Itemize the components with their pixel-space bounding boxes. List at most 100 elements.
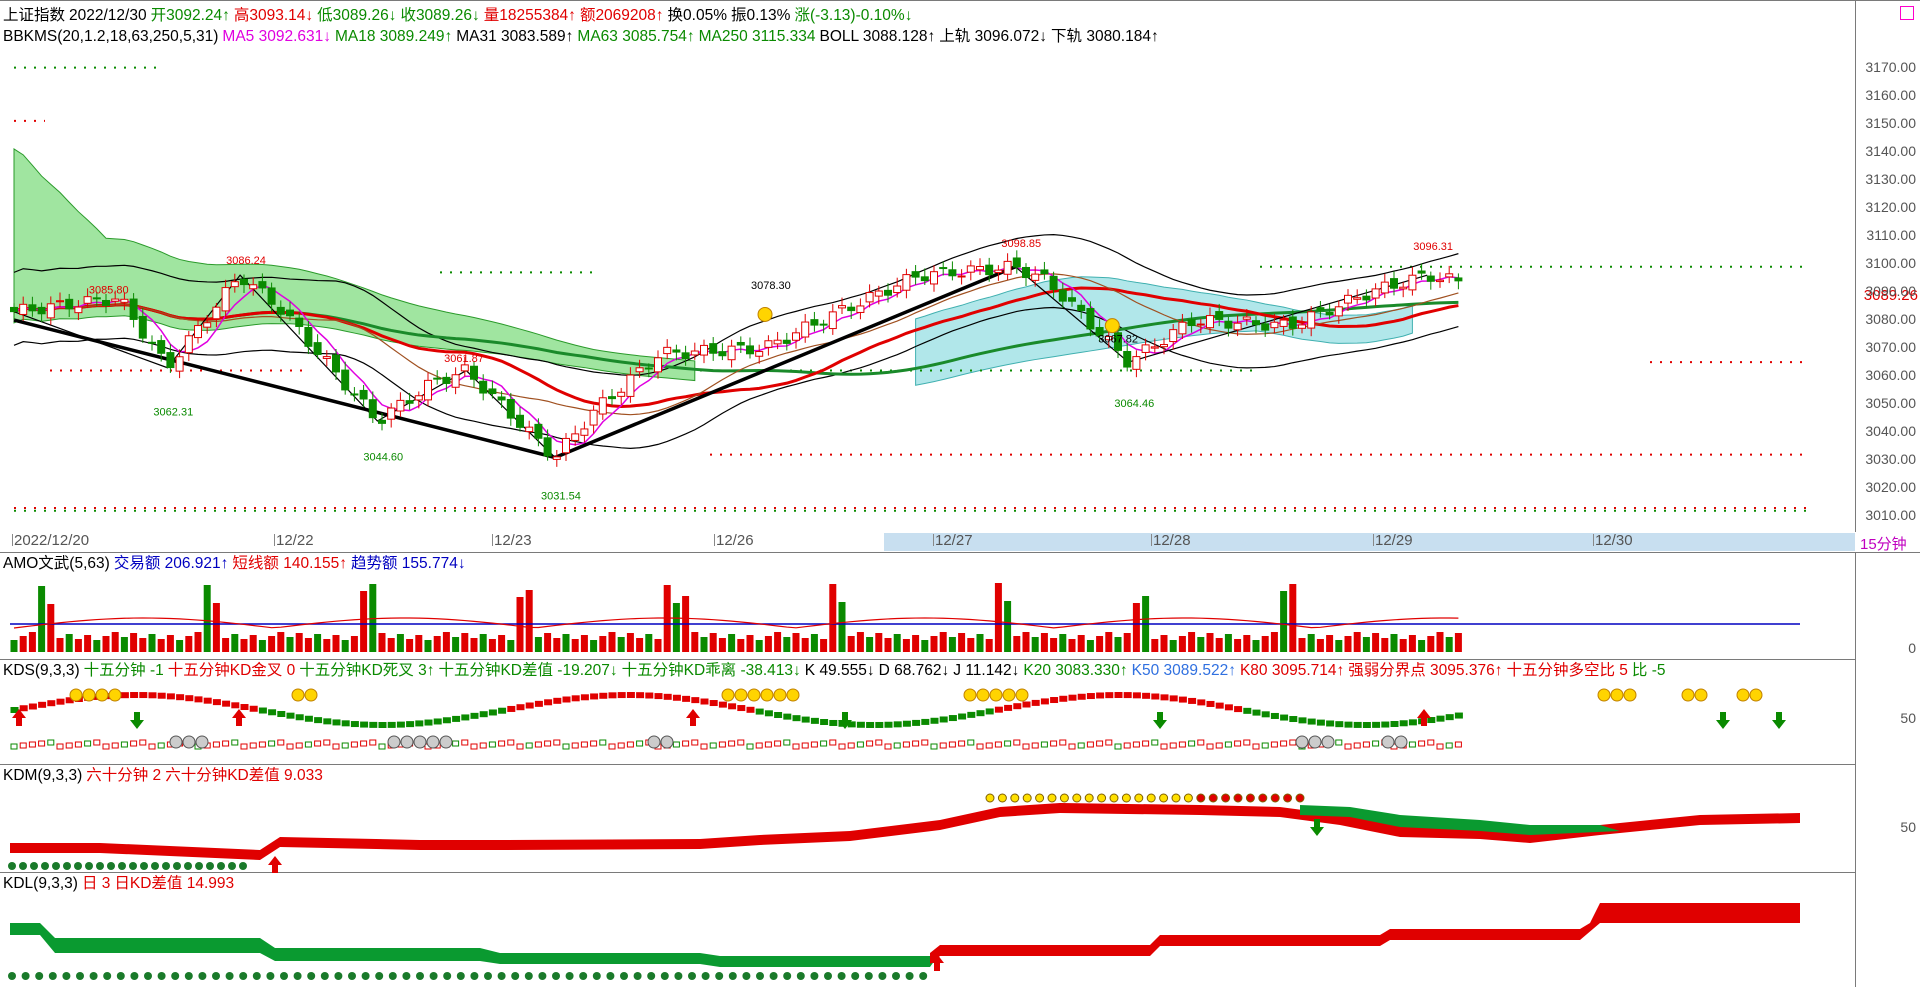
kds-band (470, 712, 479, 719)
price-annotation: 3067.82 (1098, 333, 1138, 345)
candle-body (1095, 327, 1104, 337)
candle-body (65, 298, 74, 310)
kdm-dot (1072, 793, 1082, 803)
candle-body (1233, 322, 1242, 331)
kds-band (212, 699, 221, 706)
kds-box (626, 741, 634, 748)
main-chart-pane[interactable]: 3085.80 3086.24 3062.31 3061.87 3044.60 3031.… (0, 0, 1855, 534)
amo-bar (1353, 632, 1361, 652)
kds-box (1353, 742, 1361, 749)
candle-body (718, 351, 727, 357)
kds-band (663, 693, 672, 700)
kds-box (1123, 742, 1131, 749)
amo-bar (590, 640, 598, 652)
kdm-dot (997, 793, 1007, 803)
kdm-dot (217, 862, 225, 870)
kdm-line: KDM(9,3,3) 六十分钟 2 六十分钟KD差值 9.033 (3, 766, 327, 786)
kds-box (268, 740, 276, 747)
candle-body (1049, 275, 1058, 291)
title-line-item: 低3089.26↓ (317, 7, 397, 24)
kds-pane[interactable]: KDS(9,3,3) 十五分钟 -1 十五分钟KD金叉 0 十五分钟KD死叉 3↑ 十五… (0, 660, 1855, 765)
kdl-dot (552, 972, 560, 980)
date-separator (1593, 534, 1594, 546)
kds-box (38, 740, 46, 747)
amo-pane[interactable]: AMO文武(5,63) 交易额 206.921↑ 短线额 140.155↑ 趋势额 1… (0, 552, 1855, 660)
amo-bar (1436, 632, 1444, 652)
price-annotation: 3086.24 (226, 255, 266, 267)
amo-bar (1408, 635, 1416, 652)
ma-line-item: BOLL 3088.128↑ (819, 28, 936, 45)
price-tick: 3010.00 (1865, 507, 1916, 524)
candle-body (525, 426, 534, 433)
kds-box (369, 739, 377, 746)
amo-bar (166, 635, 174, 652)
kds-band (1004, 704, 1013, 711)
kds-box (838, 743, 846, 750)
amo-bar (130, 633, 138, 652)
kds-box (728, 740, 736, 747)
amo-bar (1298, 638, 1306, 652)
period-label[interactable]: 15分钟 (1860, 536, 1907, 553)
amo-bar (985, 639, 993, 652)
ma-line: BBKMS(20,1.2,18,63,250,5,31) MA5 3092.631… (3, 27, 1163, 47)
amo-bar (1160, 635, 1168, 652)
candle-body (479, 380, 488, 394)
kdl-pane[interactable]: KDL(9,3,3) 日 3 日KD差值 14.993 (0, 873, 1855, 987)
date-separator (933, 534, 934, 546)
candle-body (1169, 329, 1178, 343)
kds-box (810, 741, 818, 748)
amo-bar (1188, 632, 1196, 652)
title-line-item: 2022/12/30 (69, 7, 147, 24)
amo-bar (1445, 637, 1453, 652)
kds-box (746, 743, 754, 750)
amo-bar (617, 637, 625, 652)
kds-box (1096, 740, 1104, 747)
kds-band (1031, 699, 1040, 706)
candle-body (911, 271, 920, 278)
kdl-dot (579, 972, 588, 980)
arrow-up-icon (930, 954, 944, 971)
smiley-icon (757, 306, 773, 322)
kds-band (948, 715, 957, 722)
price-annotation: 3044.60 (363, 451, 403, 463)
kds-box (801, 742, 809, 749)
kds-box (764, 741, 772, 748)
kdm-dot (1022, 793, 1032, 803)
candle-body (884, 289, 892, 296)
amo-bar (1096, 636, 1104, 652)
candle-body (598, 397, 607, 415)
candlestick-chart[interactable]: 3085.80 3086.24 3062.31 3061.87 3044.60 3031.… (0, 1, 1855, 535)
kds-band (902, 720, 911, 727)
kds-tick-50: 50 (1900, 710, 1916, 726)
amo-bar (1234, 639, 1242, 652)
kds-band (810, 717, 819, 724)
kdl-dot (429, 972, 438, 980)
amo-volume-chart (10, 583, 1800, 652)
amo-bar (774, 632, 782, 652)
kds-band (452, 715, 461, 722)
amo-bar (396, 634, 404, 652)
kds-band (1399, 720, 1408, 727)
kdm-pane[interactable]: KDM(9,3,3) 六十分钟 2 六十分钟KD差值 9.033 (0, 765, 1855, 873)
amo-bar (1004, 601, 1012, 652)
smiley-icon (1610, 688, 1624, 702)
amo-bar (120, 637, 128, 652)
kdl-dot (144, 972, 152, 980)
kds-band (764, 710, 773, 717)
kdl-axis (1855, 873, 1920, 987)
candle-body (819, 323, 828, 326)
smiley-icon (773, 688, 787, 702)
smiley-icon (82, 688, 96, 702)
candle-body (203, 322, 212, 328)
window-toggle-icon[interactable] (1900, 6, 1914, 20)
kds-band (65, 697, 74, 704)
kdm-dot (41, 862, 49, 870)
amo-bar (967, 638, 975, 652)
kdl-dot (837, 972, 846, 980)
date-axis-highlight (884, 533, 1855, 551)
kds-band (985, 708, 994, 715)
kds-box (599, 739, 607, 746)
ma-line-item: 下轨 3080.184↑ (1051, 28, 1159, 45)
arrow-down-icon (838, 712, 852, 729)
kds-band (314, 717, 323, 724)
